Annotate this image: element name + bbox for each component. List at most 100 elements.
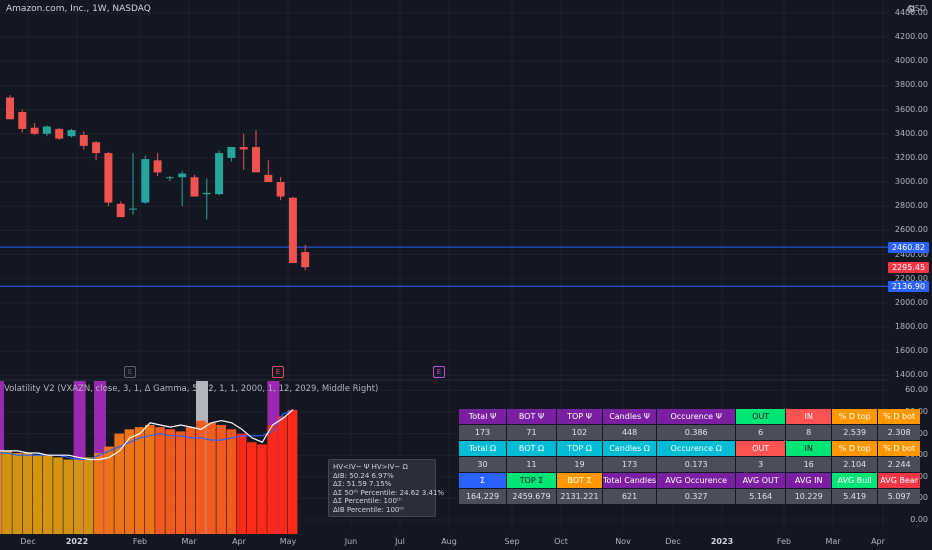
currency-label: USD <box>908 4 926 13</box>
oscillator-tick-label: 0.00 <box>910 515 928 524</box>
time-axis-label: Feb <box>132 537 148 546</box>
candle-body <box>202 192 211 195</box>
earnings-event-icon[interactable]: E <box>272 366 284 378</box>
candle-body <box>252 147 260 173</box>
candle-body <box>129 208 137 210</box>
volatility-bar <box>32 455 43 534</box>
volatility-bar <box>43 455 53 534</box>
chart-canvas[interactable] <box>0 0 888 550</box>
price-level-tag: 2460.82 <box>888 241 929 253</box>
stats-cell: AVG IN <box>786 473 832 488</box>
stats-cell: 30 <box>459 457 506 472</box>
stats-cell: TOP Ψ <box>557 409 602 424</box>
candle-body <box>30 127 39 134</box>
price-tick-label: 2200.00 <box>894 273 928 283</box>
stats-cell: 0.386 <box>657 425 736 440</box>
stats-cell: 11 <box>507 457 556 472</box>
volatility-bar <box>155 427 165 534</box>
price-tick-label: 3800.00 <box>894 80 928 90</box>
volatility-bar <box>185 427 196 534</box>
candle-body <box>92 142 101 154</box>
candle-body <box>227 147 236 158</box>
candle-body <box>239 147 248 150</box>
tooltip-line: ΔIB Percentile: 100ᵗʰ <box>333 505 405 514</box>
time-axis-label: 2023 <box>710 537 734 546</box>
stats-cell: 2.308 <box>878 425 921 440</box>
candle-body <box>67 130 76 137</box>
volatility-bar <box>196 420 206 534</box>
stats-row: Total Ψ BOT Ψ TOP Ψ Candles Ψ Occurence Ψ OUT… <box>459 409 921 424</box>
candle-body <box>301 252 310 268</box>
volatility-bars <box>0 409 298 534</box>
horizontal-levels <box>0 246 888 287</box>
time-axis-label: Aug <box>441 537 457 546</box>
price-tick-label: 1800.00 <box>894 321 928 331</box>
price-tick-label: 4200.00 <box>894 32 928 42</box>
price-tick-label: 3600.00 <box>894 104 928 114</box>
stats-cell: 5.097 <box>878 489 921 504</box>
stats-row: 30 11 19 173 0.173 3 16 2.104 2.244 <box>459 457 921 472</box>
earnings-event-icon[interactable]: E <box>433 366 445 378</box>
stats-cell: Occurence Ψ <box>657 409 736 424</box>
stats-cell: 2459.679 <box>507 489 556 504</box>
stats-cell: 6 <box>736 425 786 440</box>
tooltip-line: ΔΣ 50ᵗʰ Percentile: 24.62 3.41% <box>333 488 445 497</box>
stats-cell: Occurence Ω <box>657 441 736 456</box>
volatility-bar <box>216 424 226 534</box>
price-tick-label: 2000.00 <box>894 297 928 307</box>
stats-cell: Total Ω <box>459 441 506 456</box>
time-axis-label: 2022 <box>65 537 89 546</box>
volatility-bar <box>0 450 2 534</box>
stats-cell: 8 <box>786 425 832 440</box>
tooltip-line: ΔΣ: 51.59 7.15% <box>333 480 392 489</box>
stats-cell: BOT Ψ <box>507 409 556 424</box>
price-tick-label: 1600.00 <box>894 346 928 356</box>
volatility-bar <box>53 457 63 534</box>
stats-cell: 19 <box>557 457 602 472</box>
time-axis-label: Mar <box>825 537 841 546</box>
volatility-bar <box>165 429 175 534</box>
stats-cell: 621 <box>603 489 657 504</box>
candle-body <box>116 203 125 218</box>
settings-gear-icon[interactable]: ⚙ <box>906 3 916 16</box>
time-axis-label: Jun <box>344 537 358 546</box>
stats-cell: Total Candles <box>603 473 657 488</box>
time-axis-label: Mar <box>181 537 197 546</box>
volatility-bar <box>73 459 84 534</box>
price-level-tag: 2136.90 <box>888 280 929 292</box>
volatility-bar <box>175 431 186 534</box>
volatility-bar <box>22 453 33 534</box>
candle-body <box>288 197 297 263</box>
candle-body <box>190 177 199 197</box>
stats-cell: BOT Ω <box>507 441 556 456</box>
volatility-bar <box>104 446 114 534</box>
stats-cell: % D bot <box>878 441 921 456</box>
volatility-bar <box>63 459 73 534</box>
volatility-bar <box>145 424 155 534</box>
candle-body <box>215 153 224 195</box>
stats-cell: Σ <box>459 473 506 488</box>
volatility-bar <box>257 444 267 534</box>
volatility-bar <box>134 427 145 534</box>
price-axis[interactable]: USD 4400.00 4200.00 4000.00 3800.00 3600.00 3… <box>888 0 932 550</box>
stats-cell: AVG OUT <box>736 473 786 488</box>
indicator-label[interactable]: Volatility V2 (VXAZN, close, 3, 1, Δ Gam… <box>4 384 379 394</box>
stats-cell: AVG Bear <box>878 473 921 488</box>
price-level-tag: 2295.45 <box>888 261 929 273</box>
price-tick-label: 1400.00 <box>894 370 928 380</box>
candle-body <box>178 173 187 178</box>
candle-body <box>165 177 174 179</box>
stats-cell: 71 <box>507 425 556 440</box>
candle-body <box>6 97 14 120</box>
price-tick-label: 3400.00 <box>894 128 928 138</box>
stats-cell: 448 <box>603 425 657 440</box>
candle-body <box>276 182 285 197</box>
earnings-event-icon[interactable]: E <box>124 366 136 378</box>
stats-cell: BOT Σ <box>557 473 602 488</box>
stats-cell: 5.419 <box>832 489 878 504</box>
stats-cell: % D bot <box>878 409 921 424</box>
stats-cell: 0.173 <box>657 457 736 472</box>
volatility-white-line <box>0 409 294 461</box>
candle-body <box>264 174 273 183</box>
time-axis-label: Feb <box>776 537 792 546</box>
